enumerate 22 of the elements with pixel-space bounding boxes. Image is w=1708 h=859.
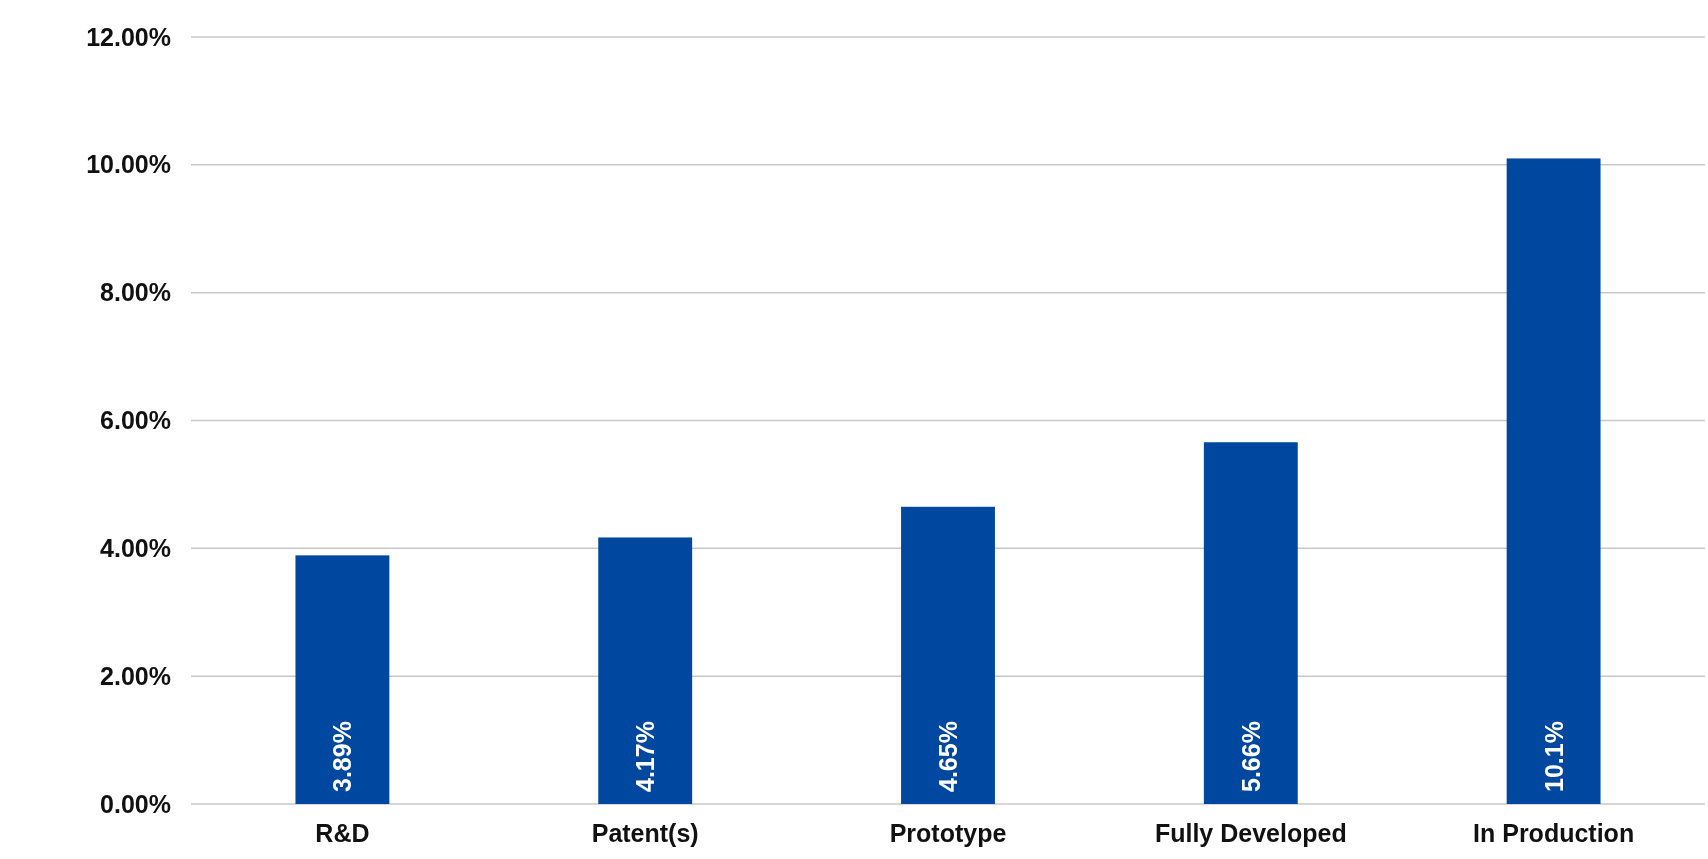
data-label: 4.65%: [934, 721, 962, 792]
x-tick-label: Prototype: [889, 818, 1007, 847]
y-tick-label: 12.00%: [86, 22, 171, 51]
bar: [1506, 158, 1601, 804]
x-tick-label: In Production: [1473, 818, 1635, 847]
y-tick-label: 10.00%: [86, 150, 171, 179]
bar: [598, 537, 693, 804]
data-label: 5.66%: [1236, 721, 1265, 792]
data-label: 10.1%: [1539, 721, 1568, 792]
bar: [295, 555, 390, 804]
y-tick-label: 0.00%: [100, 789, 171, 818]
y-tick-label: 8.00%: [100, 278, 171, 307]
y-tick-label: 6.00%: [100, 406, 171, 434]
data-label: 3.89%: [328, 721, 357, 792]
y-tick-label: 2.00%: [100, 661, 171, 690]
bar: [901, 506, 995, 804]
x-tick-label: Patent(s): [591, 818, 699, 847]
bar: [1203, 442, 1298, 804]
data-label: 4.17%: [631, 721, 660, 792]
y-tick-label: 4.00%: [100, 533, 171, 562]
x-tick-label: Fully Developed: [1154, 818, 1347, 847]
x-tick-label: R&D: [315, 818, 370, 847]
